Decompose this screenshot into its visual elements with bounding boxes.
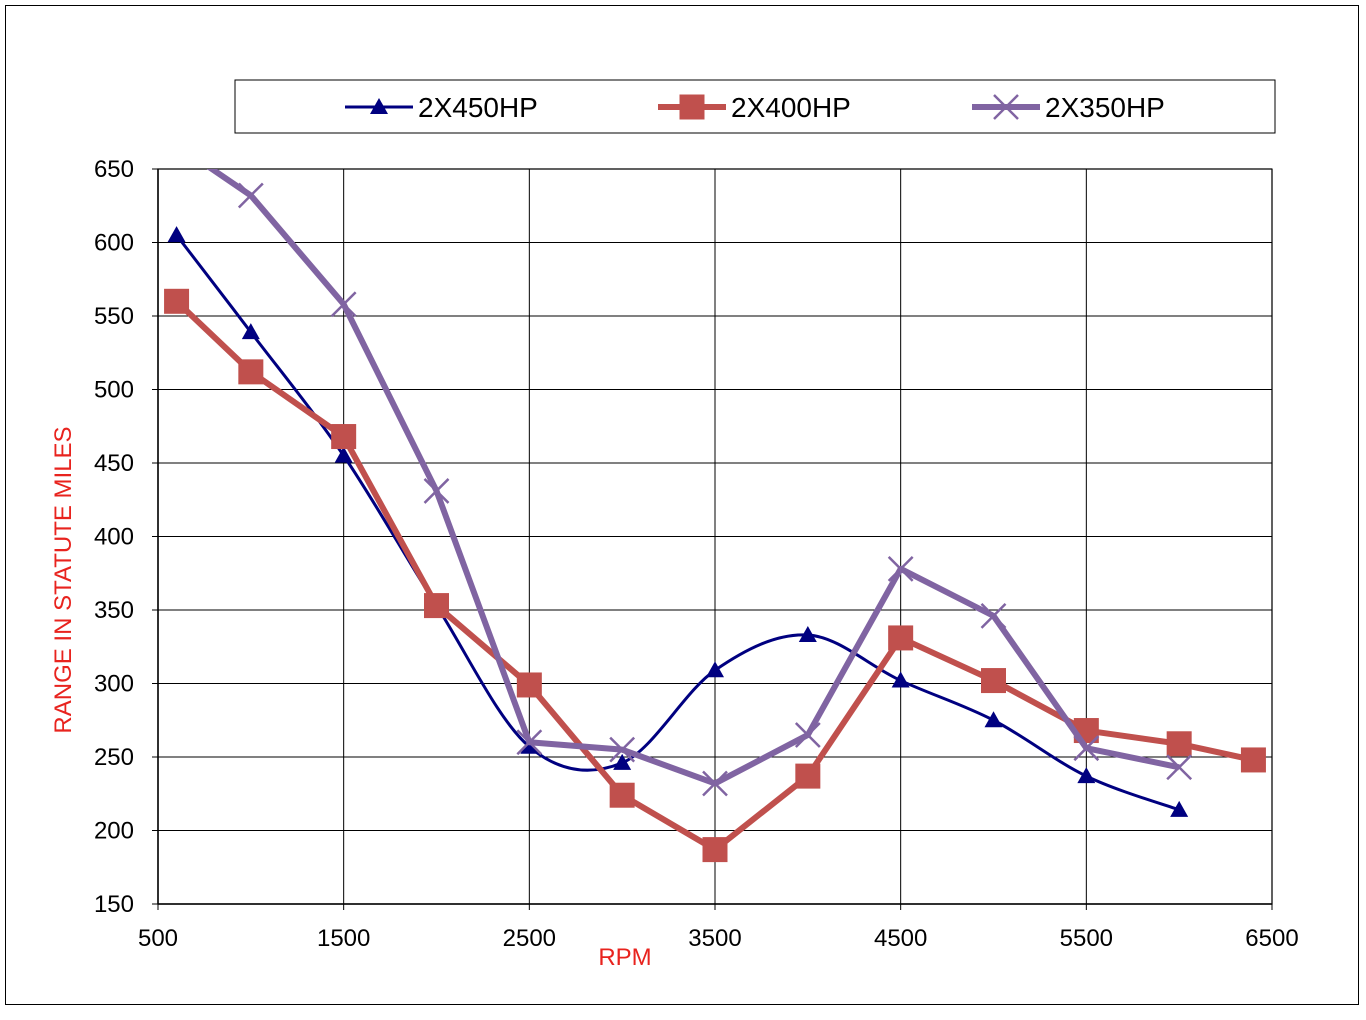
data-point-2X400HP <box>1166 731 1192 757</box>
data-point-2X450HP <box>613 753 632 770</box>
data-point-2X450HP <box>167 226 186 243</box>
data-point-2X350HP <box>146 120 170 144</box>
data-point-2X400HP <box>795 763 821 789</box>
data-point-2X450HP <box>334 446 353 463</box>
data-point-2X350HP <box>330 291 357 318</box>
data-point-2X350HP <box>980 602 1007 629</box>
y-tick-label: 600 <box>94 230 134 257</box>
x-tick-label: 3500 <box>688 925 741 952</box>
legend: 2X450HP 2X400HP 2X350HP <box>345 92 1165 123</box>
data-point-2X350HP <box>516 729 543 756</box>
data-point-2X350HP <box>423 478 450 504</box>
data-point-2X450HP <box>798 625 817 642</box>
data-point-2X350HP <box>794 722 821 748</box>
series-line-2X350HP <box>206 169 1180 787</box>
legend-marker-2X400HP <box>679 94 705 120</box>
data-point-2X450HP <box>1170 800 1189 817</box>
x-tick-label: 1500 <box>317 925 370 952</box>
legend-marker-2X350HP <box>993 94 1019 120</box>
legend-marker-2X450HP <box>370 98 388 114</box>
legend-label-2X450HP: 2X450HP <box>418 92 538 123</box>
y-tick-label: 350 <box>94 597 134 624</box>
data-point-2X400HP <box>516 672 542 698</box>
data-point-2X400HP <box>1240 747 1266 773</box>
y-tick-label: 200 <box>94 818 134 845</box>
data-point-2X450HP <box>241 323 260 340</box>
data-point-2X400HP <box>609 782 635 808</box>
x-tick-label: 500 <box>138 925 178 952</box>
data-point-2X350HP <box>237 182 264 209</box>
y-tick-label: 650 <box>94 156 134 183</box>
series-layer <box>146 120 1266 863</box>
data-point-2X400HP <box>702 837 728 863</box>
y-axis-title: RANGE IN STATUTE MILES <box>50 426 77 733</box>
data-point-2X400HP <box>981 668 1006 694</box>
y-tick-label: 300 <box>94 671 134 698</box>
y-tick-label: 150 <box>94 891 134 918</box>
data-point-2X450HP <box>706 661 724 678</box>
y-tick-label: 450 <box>94 450 134 477</box>
data-point-2X350HP <box>1166 754 1193 781</box>
legend-label-2X400HP: 2X400HP <box>731 92 851 123</box>
gridlines <box>157 168 1273 905</box>
y-tick-label: 400 <box>94 524 134 551</box>
data-point-2X400HP <box>164 288 190 314</box>
y-tick-label: 500 <box>94 377 134 404</box>
data-point-2X450HP <box>984 711 1003 728</box>
data-point-2X450HP <box>891 671 910 688</box>
tick-labels: 150 200 250 300 350 400 450 500 550 600 650 500 1500… <box>94 156 1299 952</box>
y-tick-label: 250 <box>94 744 134 771</box>
data-point-2X400HP <box>424 593 449 619</box>
data-point-2X350HP <box>887 555 914 582</box>
data-point-2X350HP <box>1073 735 1100 762</box>
y-tick-label: 550 <box>94 303 134 330</box>
data-point-2X400HP <box>238 359 264 385</box>
x-tick-label: 2500 <box>503 925 556 952</box>
legend-label-2X350HP: 2X350HP <box>1045 92 1165 123</box>
data-point-2X450HP <box>1077 767 1096 784</box>
data-point-2X400HP <box>331 424 357 450</box>
x-tick-label: 6500 <box>1245 925 1298 952</box>
x-tick-label: 4500 <box>874 925 927 952</box>
data-point-2X400HP <box>888 625 914 651</box>
data-point-2X350HP <box>702 770 728 797</box>
data-point-2X350HP <box>609 736 636 763</box>
data-point-2X450HP <box>520 737 539 754</box>
x-axis-title: RPM <box>598 944 651 971</box>
axes <box>152 168 1273 910</box>
x-tick-label: 5500 <box>1060 925 1113 952</box>
